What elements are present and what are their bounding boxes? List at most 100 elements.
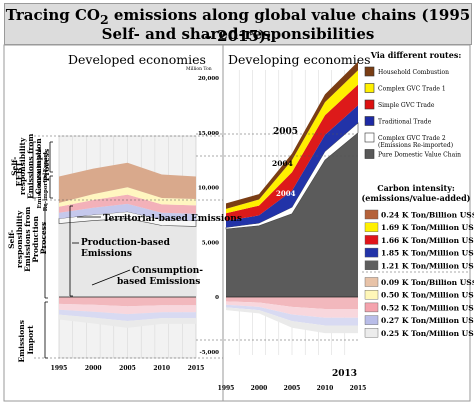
legend-intensity-swatch — [364, 277, 379, 287]
legend-intensity-label: 1.66 K Ton/Million US$ — [381, 236, 474, 245]
plot-developed: 1995 2000 2005 2010 2015 — [34, 135, 223, 372]
legend-route-swatch — [364, 149, 375, 159]
developing-area-traditional-trade — [226, 105, 358, 228]
developed-x-tick-label: 2010 — [153, 365, 170, 372]
annotation-2004-a: 2004 — [272, 159, 293, 168]
annotation-territorial: Territorial-based Emissions — [103, 214, 242, 224]
legend-route-label: Pure Domestic Value Chain — [378, 152, 461, 159]
legend-intensity-swatch — [364, 302, 379, 313]
developed-import-area — [59, 314, 196, 328]
developing-import-area — [226, 307, 358, 334]
pointer-consumption — [91, 269, 131, 286]
developing-x-tick-label: 1995 — [218, 385, 235, 392]
plot-developing: -5,000 0 5,000 10,000 15,000 20,000 1995 2000 20… — [196, 61, 367, 392]
outer-frame — [3, 44, 471, 402]
developing-area-complex-gvc-trade-1 — [226, 70, 358, 214]
annotation-2004-b: 2004 — [276, 189, 296, 198]
legend-intensity-label: 0.09 K Ton/Billion US$ — [381, 278, 474, 287]
legend-intensity-label: 1.21 K Ton/Million US$ — [381, 261, 474, 270]
legend-intensity-label: 0.24 K Ton/Billion US$ — [381, 211, 474, 220]
legend-route-swatch — [364, 116, 375, 126]
legend-intensity-label: 1.85 K Ton/Million US$ — [381, 249, 474, 258]
legend-intensity-swatch — [364, 290, 379, 300]
developing-import-area — [226, 301, 358, 318]
developed-area-simple-gvc-trade — [59, 194, 196, 214]
developing-y-tick-label: 10,000 — [198, 186, 219, 192]
legend-route-label: Complex GVC Trade 2 — [378, 135, 446, 142]
developed-import-area — [59, 297, 196, 307]
annotation-production: Production-based Emissions — [81, 238, 173, 259]
developing-annotations: 2005 2004 2004 2013 — [272, 127, 357, 379]
legend-intensity-label: 0.52 K Ton/Million US$ — [381, 303, 474, 312]
legend-route-swatch — [364, 66, 375, 77]
developed-x-tick-label: 2000 — [85, 365, 102, 372]
annotation-2005: 2005 — [273, 127, 298, 137]
developing-x-tick-label: 2010 — [317, 385, 334, 392]
developing-x-tick-label: 2000 — [251, 385, 268, 392]
region-label-import: Emissions Import — [17, 317, 35, 362]
legend-intensity-swatch — [364, 209, 379, 220]
legend-intensity-label: 0.25 K Ton/Million US$ — [381, 329, 474, 338]
legend-intensity-swatch — [364, 235, 379, 245]
y-axis-unit-label: Million Ton — [186, 66, 212, 72]
developing-x-tick-label: 2005 — [284, 385, 301, 392]
developing-y-tick-label: 20,000 — [198, 76, 219, 82]
developing-x-tick-label: 2015 — [350, 385, 367, 392]
legend-routes: Via different routes: Household Combusti… — [364, 50, 462, 159]
legend-intensity-swatch — [364, 328, 379, 338]
legend-intensity-swatch — [364, 315, 379, 325]
panel-title-developing: Developing economies — [228, 52, 371, 67]
region-label-consumption-self: Self- responsibility Emissions from Cons… — [10, 131, 51, 199]
developed-area-complex-gvc-trade-1 — [59, 187, 196, 207]
developing-y-tick-label: -5,000 — [199, 350, 219, 356]
developing-y-tick-label: 15,000 — [198, 131, 219, 137]
legend-intensity-swatch — [364, 222, 379, 232]
legend-routes-title: Via different routes: — [370, 50, 462, 60]
developing-y-tick-label: 5,000 — [202, 240, 219, 246]
chart-title-line2: Self- and shared-responsibilities — [101, 25, 375, 43]
legend-intensity-subtitle: (emissions/value-added) — [362, 193, 471, 203]
region-label-export: Emissions Export — [37, 145, 49, 178]
legend-intensity-label: 0.27 K Ton/Million US$ — [381, 316, 474, 325]
developed-area-household-combustion — [59, 162, 196, 203]
region-label-reimported: Emissions Re-imported — [37, 173, 49, 212]
developing-area-simple-gvc-trade — [226, 84, 358, 221]
legend-intensity-swatch — [364, 260, 379, 270]
legend-route-swatch — [364, 99, 375, 110]
developed-annotations: Territorial-based Emissions Production-b… — [72, 214, 242, 287]
developing-import-area — [226, 297, 358, 309]
developed-area-traditional-trade — [59, 203, 196, 221]
annotation-consumption: Consumption- based Emissions — [117, 266, 206, 287]
brackets — [32, 141, 73, 359]
legend-route-label: Complex GVC Trade 1 — [378, 86, 446, 93]
legend-intensity-label: 1.69 K Ton/Million US$ — [381, 223, 474, 232]
developed-x-tick-label: 1995 — [51, 365, 68, 372]
legend-route-swatch — [364, 83, 375, 93]
annotation-2013: 2013 — [332, 369, 357, 379]
legend-intensity-label: 0.50 K Ton/Million US$ — [381, 291, 474, 300]
developing-import-area — [226, 304, 358, 326]
developing-area-household-combustion — [226, 61, 358, 209]
developed-x-tick-label: 2015 — [188, 365, 205, 372]
legend-route-label-2: (Emissions Re-imported) — [378, 142, 453, 149]
legend-route-label: Simple GVC Trade — [378, 102, 435, 109]
title-bar: Tracing CO2 emissions along global value… — [4, 3, 472, 45]
legend-intensity-swatch — [364, 247, 379, 258]
region-labels: Self- responsibility Emissions from Cons… — [7, 131, 51, 363]
developing-y-tick-label: 0 — [215, 295, 219, 301]
legend-route-label: Traditional Trade — [378, 119, 432, 126]
developing-area-pure-domestic-value-chain — [226, 132, 358, 297]
developed-area-pure-domestic-value-chain — [59, 218, 196, 297]
developed-import-area — [59, 303, 196, 315]
region-label-eebt: EEBT — [14, 162, 24, 187]
legend-intensity: Carbon intensity: (emissions/value-added… — [362, 183, 474, 338]
region-label-production-self: Self- responsibility Emissions from Prod… — [7, 204, 48, 272]
developed-import-area — [59, 309, 196, 321]
legend-route-label: Household Combustion — [378, 69, 449, 76]
developed-x-tick-label: 2005 — [119, 365, 136, 372]
legend-intensity-title: Carbon intensity: — [377, 183, 455, 193]
chart-title-line1: Tracing CO2 emissions along global value… — [5, 6, 471, 45]
legend-route-swatch — [364, 132, 375, 143]
